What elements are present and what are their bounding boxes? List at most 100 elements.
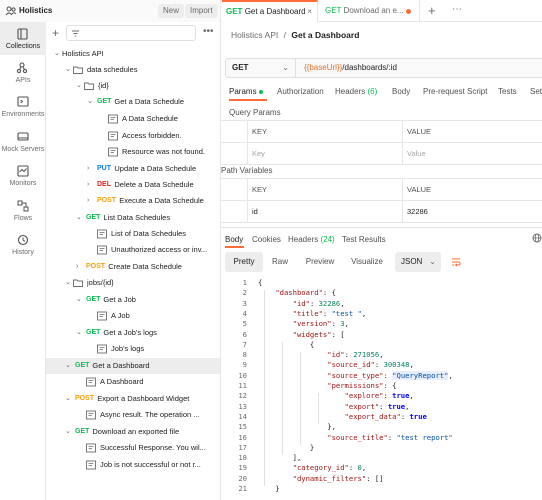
tree-example-item[interactable]: A Data Schedule (46, 111, 220, 127)
more-tabs-icon[interactable]: ⋯ (452, 4, 462, 15)
tree-request-item[interactable]: ⌄ GET Get a Job's logs (46, 325, 220, 341)
globe-icon[interactable] (532, 233, 542, 243)
tab-tests[interactable]: Tests (498, 87, 517, 96)
line-number: 15 (238, 422, 247, 432)
import-button[interactable]: Import (185, 4, 218, 18)
tab-params[interactable]: Params (229, 87, 263, 96)
folder-icon (73, 279, 83, 287)
wrap-lines-button[interactable] (446, 252, 466, 272)
key-field[interactable]: id (247, 201, 402, 223)
rail-item-monitors[interactable]: Monitors (0, 159, 46, 192)
path-variables-table: KEY VALUE id 32286 (221, 178, 542, 223)
chevron-down-icon[interactable]: ⌄ (65, 428, 71, 435)
example-icon (86, 460, 96, 470)
chevron-down-icon[interactable]: ⌄ (76, 214, 82, 221)
tab-get-a-dashboard[interactable]: GET Get a Dashboard × (222, 0, 318, 22)
value-field[interactable]: Value (402, 143, 542, 165)
tree-request-item[interactable]: ⌄ GET Get a Data Schedule (46, 94, 220, 110)
rail-item-apis[interactable]: APIs (0, 56, 46, 89)
code-text: }, (258, 422, 336, 432)
tab-download-export[interactable]: GET Download an e... (319, 0, 420, 22)
more-icon[interactable]: ••• (203, 26, 214, 37)
tree-example-item[interactable]: A Dashboard (46, 374, 220, 390)
add-tab-icon[interactable]: + (428, 3, 436, 18)
tree-example-item[interactable]: Resource was not found. (46, 144, 220, 160)
rail-item-environments[interactable]: Environments (0, 90, 46, 123)
method-select[interactable]: GET ⌄ (226, 59, 296, 77)
chevron-down-icon[interactable]: ⌄ (87, 98, 93, 105)
response-tab-headers[interactable]: Headers (24) (288, 235, 335, 244)
tree-request-item[interactable]: › POST Execute a Data Schedule (46, 193, 220, 209)
tree-example-item[interactable]: Job is not successful or not r... (46, 457, 220, 473)
filter-input[interactable] (66, 25, 196, 41)
line-number: 8 (242, 350, 247, 360)
chevron-down-icon[interactable]: ⌄ (65, 279, 71, 286)
raw-button[interactable]: Raw (271, 257, 288, 266)
value-field[interactable]: 32286 (402, 201, 542, 223)
chevron-down-icon[interactable]: ⌄ (65, 395, 71, 402)
query-params-table: KEY VALUE Key Value (221, 120, 542, 165)
tab-authorization[interactable]: Authorization (277, 87, 324, 96)
tree-request-item[interactable]: ⌄ POST Export a Dashboard Widget (46, 391, 220, 407)
chevron-right-icon[interactable]: › (87, 197, 90, 204)
breadcrumb-parent[interactable]: Holistics API (231, 30, 279, 40)
request-response-divider[interactable] (221, 227, 542, 228)
tree-folder-item[interactable]: ⌄ {id} (46, 78, 220, 94)
tree-folder-item[interactable]: ⌄ jobs/{id} (46, 275, 220, 291)
tree-example-item[interactable]: Unauthorized access or inv... (46, 242, 220, 258)
tree-request-item[interactable]: ⌄ GET Get a Dashboard (46, 358, 220, 374)
response-tab-test-results[interactable]: Test Results (342, 235, 386, 244)
rail-item-history[interactable]: History (0, 228, 46, 261)
chevron-right-icon[interactable]: › (87, 181, 90, 188)
tree-example-item[interactable]: Successful Response. You wil... (46, 440, 220, 456)
tab-count: (6) (365, 87, 378, 96)
chevron-right-icon[interactable]: › (87, 165, 90, 172)
workspace-name[interactable]: Holistics (19, 6, 53, 15)
close-icon[interactable]: × (307, 7, 312, 16)
preview-button[interactable]: Preview (305, 257, 335, 266)
tree-request-item[interactable]: › DEL Delete a Data Schedule (46, 177, 220, 193)
response-tab-body[interactable]: Body (225, 235, 244, 244)
chevron-down-icon[interactable]: ⌄ (76, 296, 82, 303)
response-tab-cookies[interactable]: Cookies (252, 235, 281, 244)
add-icon[interactable]: + (52, 26, 60, 40)
tree-example-item[interactable]: A Job (46, 308, 220, 324)
tab-set[interactable]: Set (530, 87, 542, 96)
visualize-button[interactable]: Visualize (351, 257, 383, 266)
code-text: "source_type": "QueryReport", (327, 370, 453, 380)
tree-request-item[interactable]: › POST Create Data Schedule (46, 259, 220, 275)
chevron-down-icon[interactable]: ⌄ (76, 82, 82, 89)
tree-example-item[interactable]: Access forbidden. (46, 128, 220, 144)
rail-item-flows[interactable]: Flows (0, 194, 46, 227)
format-select[interactable]: JSON ⌄ (395, 252, 441, 272)
tree-folder-item[interactable]: ⌄ Holistics API (46, 46, 220, 62)
tree-request-item[interactable]: › PUT Update a Data Schedule (46, 161, 220, 177)
chevron-right-icon[interactable]: › (76, 263, 79, 270)
line-number: 17 (238, 442, 247, 452)
tree-example-item[interactable]: Job's logs (46, 341, 220, 357)
tab-headers[interactable]: Headers (6) (335, 87, 378, 96)
tree-item-label: Unauthorized access or inv... (111, 245, 208, 254)
tab-body[interactable]: Body (392, 87, 411, 96)
tree-folder-item[interactable]: ⌄ data schedules (46, 62, 220, 78)
tree-request-item[interactable]: ⌄ GET Download an exported file (46, 424, 220, 440)
key-field[interactable]: Key (247, 143, 402, 165)
chevron-down-icon[interactable]: ⌄ (76, 329, 82, 336)
tree-example-item[interactable]: Async result. The operation ... (46, 407, 220, 423)
pretty-button[interactable]: Pretty (225, 252, 263, 272)
url-input[interactable]: {{baseUrl}}/dashboards/:id (304, 59, 397, 77)
chevron-down-icon[interactable]: ⌄ (54, 50, 60, 57)
tree-request-item[interactable]: ⌄ GET List Data Schedules (46, 210, 220, 226)
tree-request-item[interactable]: ⌄ GET Get a Job (46, 292, 220, 308)
tab-pre-request-script[interactable]: Pre-request Script (423, 87, 488, 96)
tree-example-item[interactable]: List of Data Schedules (46, 226, 220, 242)
tree-item-label: List Data Schedules (103, 213, 171, 222)
chevron-down-icon[interactable]: ⌄ (65, 66, 71, 73)
rail-item-collections[interactable]: Collections (0, 22, 46, 55)
new-button[interactable]: New (158, 4, 185, 18)
rail-item-mock-servers[interactable]: Mock Servers (0, 125, 46, 158)
chevron-down-icon[interactable]: ⌄ (65, 362, 71, 369)
table-header-row: KEY VALUE (221, 121, 542, 143)
url-variable: {{baseUrl}} (304, 63, 343, 72)
code-text: "version": 3, (292, 319, 349, 329)
